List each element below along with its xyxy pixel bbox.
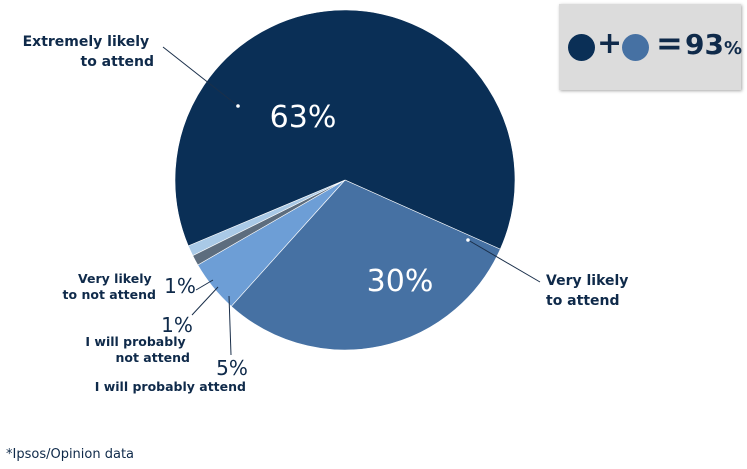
slice-label-very-likely-not: Very likely to not attend <box>63 271 156 302</box>
leader-very-likely <box>467 239 541 283</box>
summary-total-unit: % <box>723 38 743 59</box>
pct-label-extremely-likely: 63% <box>270 100 337 135</box>
slice-label-extremely-likely: Extremely likely to attend <box>23 34 154 70</box>
pct-label-very-likely: 30% <box>367 264 434 299</box>
leader-extremely-likely-dot <box>236 104 240 108</box>
footnote: *Ipsos/Opinion data <box>6 447 135 462</box>
pct-label-very-likely-not: 1% <box>164 274 196 298</box>
slice-label-very-likely: Very likely to attend <box>546 273 633 309</box>
leader-very-likely-dot <box>466 238 470 242</box>
slice-label-probably-attend: I will probably attend <box>95 379 246 394</box>
very-likely-dot-icon <box>622 34 649 61</box>
slice-very-likely <box>230 179 501 351</box>
equals-sign: = <box>656 24 683 62</box>
leader-extremely-likely <box>162 46 239 107</box>
pie-slices <box>174 9 516 351</box>
plus-sign: + <box>597 26 623 61</box>
summary-total: 93% <box>685 28 742 61</box>
extremely-likely-dot-icon <box>568 34 595 61</box>
pct-label-probably-not: 1% <box>161 313 193 337</box>
summary-box: + = 93% <box>559 4 742 90</box>
pct-label-probably-attend: 5% <box>216 356 248 380</box>
slice-label-probably-not: I will probably not attend <box>85 334 190 365</box>
leader-lines <box>162 46 541 356</box>
leader-probably-attend <box>228 295 232 356</box>
summary-total-value: 93 <box>685 28 724 61</box>
slice-extremely-likely <box>174 9 516 250</box>
leader-probably-not <box>191 286 219 316</box>
leader-very-likely-not <box>195 279 214 291</box>
